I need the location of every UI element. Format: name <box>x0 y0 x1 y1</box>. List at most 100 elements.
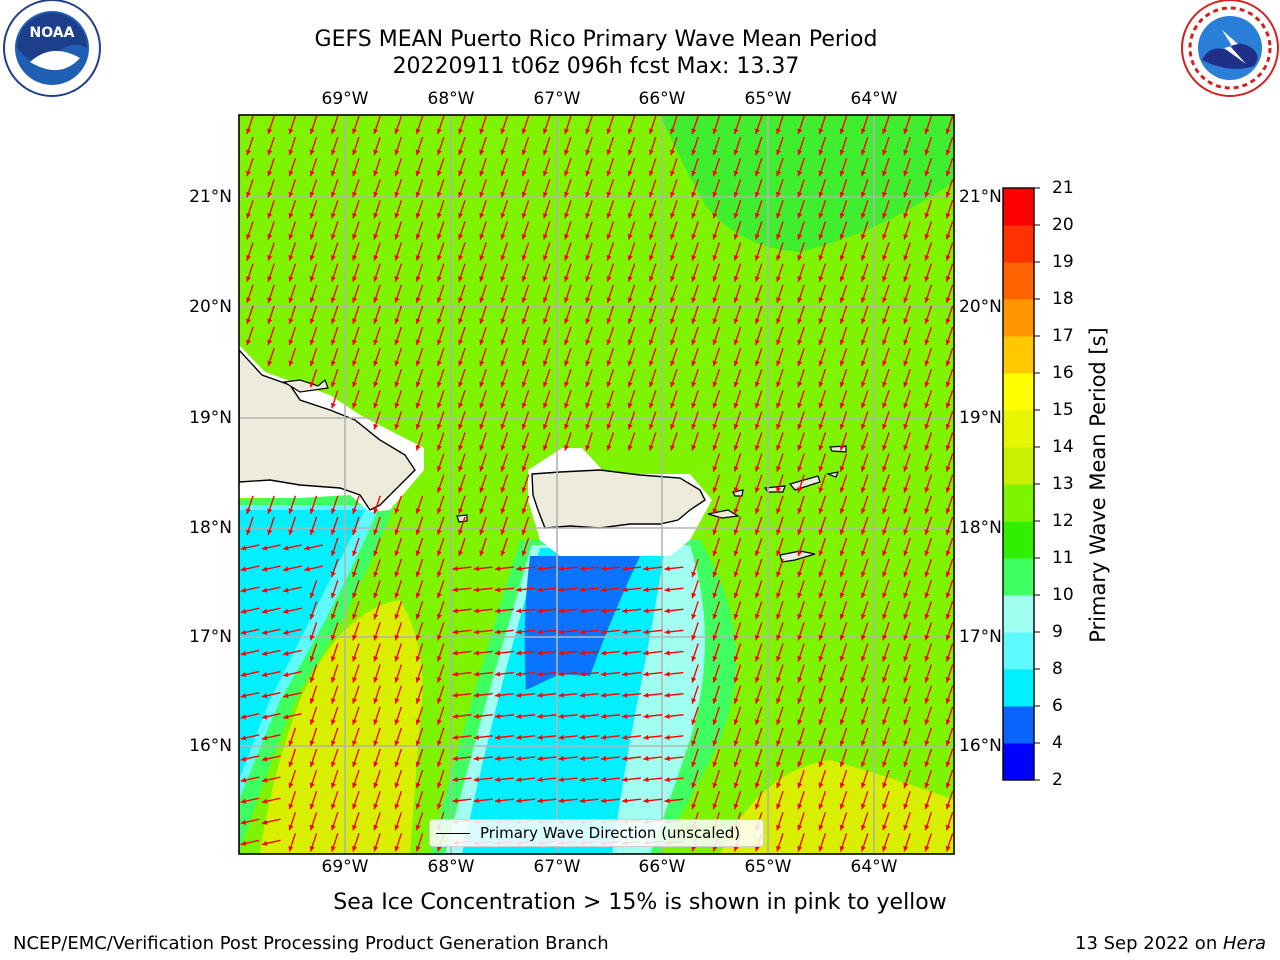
wave-arrow-head <box>643 608 649 614</box>
wave-arrow-head <box>622 777 628 783</box>
wave-arrow-head <box>754 360 760 367</box>
wave-arrow-head <box>622 734 628 740</box>
lon-label-top: 66°W <box>638 89 686 109</box>
wave-arrow-head <box>415 845 421 852</box>
wave-arrow-head <box>924 170 930 177</box>
lon-label-top: 67°W <box>533 89 581 109</box>
wave-arrow-head <box>670 233 676 240</box>
wave-arrow-head <box>415 571 421 578</box>
wave-arrow-head <box>924 360 930 367</box>
wave-arrow-head <box>924 613 930 620</box>
wave-arrow-head <box>733 212 739 219</box>
wave-arrow-head <box>436 149 442 156</box>
wave-arrow-head <box>394 782 400 789</box>
wave-arrow-head <box>691 698 697 704</box>
wave-arrow-head <box>479 466 485 472</box>
wave-arrow-head <box>240 756 247 762</box>
wave-arrow-head <box>797 592 803 599</box>
wave-arrow-head <box>415 698 421 704</box>
wave-arrow-head <box>627 318 633 324</box>
wave-arrow-head <box>537 671 543 677</box>
wave-arrow-head <box>267 170 273 177</box>
wave-arrow-head <box>670 212 676 219</box>
wave-arrow-head <box>373 212 379 219</box>
wave-arrow-head <box>330 360 336 367</box>
wave-arrow-head <box>691 719 697 725</box>
wave-arrow-head <box>373 360 379 367</box>
wave-arrow-head <box>473 755 480 762</box>
wave-arrow-head <box>415 233 421 240</box>
wave-arrow-head <box>733 487 739 493</box>
wave-arrow-head <box>664 755 670 762</box>
wave-arrow-head <box>903 529 909 535</box>
wave-arrow-head <box>924 444 930 451</box>
colorbar-segment <box>1003 188 1034 226</box>
wave-arrow-head <box>373 782 379 789</box>
wave-arrow-head <box>394 276 400 282</box>
wave-arrow-head <box>945 550 951 557</box>
wave-arrow-head <box>436 508 442 514</box>
wave-arrow-head <box>494 566 501 572</box>
wave-arrow-head <box>458 276 464 282</box>
wave-arrow-head <box>776 634 782 641</box>
wave-arrow-head <box>818 466 824 472</box>
wave-arrow-head <box>373 550 379 557</box>
wave-arrow-head <box>458 255 464 261</box>
wave-arrow-head <box>330 550 336 557</box>
wave-arrow-head <box>776 276 782 282</box>
wave-arrow-head <box>521 212 527 219</box>
wave-arrow-head <box>288 255 294 261</box>
wave-arrow-head <box>860 191 866 198</box>
wave-arrow-head <box>246 339 252 346</box>
wave-arrow-head <box>521 360 527 367</box>
lat-label-right: 21°N <box>959 187 1002 207</box>
wave-arrow-head <box>839 318 845 324</box>
wave-arrow-head <box>585 212 591 219</box>
colorbar-segment <box>1003 410 1034 448</box>
wave-arrow-head <box>373 613 379 620</box>
wave-arrow-head <box>945 803 951 810</box>
wave-arrow-head <box>500 381 506 388</box>
wave-arrow-head <box>691 360 697 367</box>
wave-arrow-head <box>558 566 564 572</box>
wave-arrow-head <box>924 550 930 557</box>
wave-arrow-head <box>733 613 739 620</box>
wave-arrow-head <box>797 613 803 620</box>
wave-arrow-head <box>776 170 782 177</box>
wave-arrow-head <box>261 587 268 593</box>
wave-arrow-head <box>924 276 930 282</box>
wave-arrow-head <box>606 255 612 261</box>
wave-arrow-head <box>352 508 358 514</box>
wave-arrow-head <box>246 297 252 303</box>
wave-arrow-head <box>267 276 273 282</box>
wave-arrow-head <box>860 719 866 725</box>
wave-arrow-head <box>606 233 612 240</box>
wave-arrow-head <box>839 592 845 599</box>
lat-label-left: 18°N <box>189 518 232 538</box>
wave-arrow-head <box>839 381 845 388</box>
wave-arrow-head <box>818 318 824 324</box>
wave-arrow-head <box>458 444 464 451</box>
lon-label-bottom: 67°W <box>533 857 581 877</box>
wave-arrow-head <box>797 444 803 451</box>
wave-arrow-head <box>712 655 718 662</box>
colorbar-tick-label: 13 <box>1052 474 1074 494</box>
wave-arrow-head <box>309 276 315 282</box>
wave-arrow-head <box>500 550 506 557</box>
wave-arrow-head <box>352 339 358 346</box>
wave-arrow-head <box>564 276 570 282</box>
wave-arrow-head <box>415 613 421 620</box>
wave-arrow-head <box>882 191 888 198</box>
wave-arrow-head <box>330 634 336 641</box>
wave-arrow-head <box>818 360 824 367</box>
wave-arrow-head <box>924 655 930 662</box>
wave-arrow-head <box>458 128 464 135</box>
wave-arrow-head <box>564 423 570 430</box>
wave-arrow-head <box>945 529 951 535</box>
wave-arrow-head <box>643 692 649 698</box>
wave-arrow-head <box>712 360 718 367</box>
wave-arrow-head <box>394 233 400 240</box>
wave-arrow-head <box>537 587 543 593</box>
wave-arrow-head <box>627 233 633 240</box>
wave-arrow-head <box>246 276 252 282</box>
